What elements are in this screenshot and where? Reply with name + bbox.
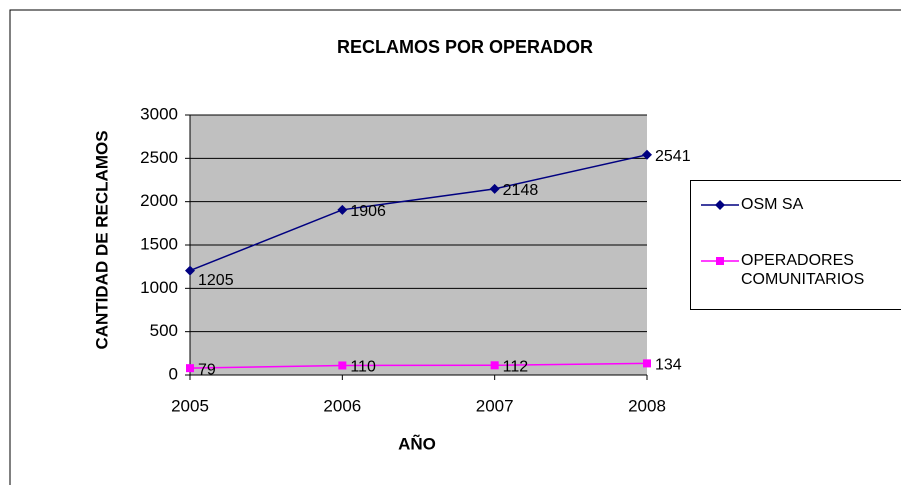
marker <box>490 361 499 370</box>
y-tick-label: 2500 <box>140 148 178 167</box>
data-label: 1906 <box>350 203 386 220</box>
legend-swatch <box>701 200 739 210</box>
marker <box>489 183 500 194</box>
data-label: 134 <box>655 357 682 374</box>
legend-label: OSM SA <box>741 196 804 213</box>
marker <box>643 359 651 368</box>
data-label: 2541 <box>655 148 691 165</box>
data-label: 110 <box>350 359 376 376</box>
y-tick-label: 500 <box>150 321 178 340</box>
x-tick-label: 2008 <box>628 396 666 415</box>
data-label: 1205 <box>198 272 234 289</box>
legend: OSM SA OPERADORES COMUNITARIOS <box>690 180 901 310</box>
data-label: 2148 <box>503 182 539 199</box>
legend-item: OSM SA <box>699 195 901 214</box>
y-axis-label: CANTIDAD DE RECLAMOS <box>92 130 111 349</box>
data-label: 79 <box>198 361 216 378</box>
y-tick-label: 1500 <box>140 234 178 253</box>
marker <box>338 361 347 370</box>
marker <box>715 200 725 210</box>
series-line <box>189 154 648 272</box>
legend-swatch <box>701 257 739 265</box>
marker <box>716 257 724 265</box>
series-line <box>189 362 648 369</box>
x-tick-label: 2007 <box>476 396 514 415</box>
marker <box>337 204 348 215</box>
chart-title: RECLAMOS POR OPERADOR <box>337 37 593 57</box>
x-tick-label: 2005 <box>171 396 209 415</box>
marker <box>186 364 194 373</box>
x-axis-label: AÑO <box>398 433 436 453</box>
y-tick-label: 1000 <box>140 278 178 297</box>
y-tick-label: 2000 <box>140 191 178 210</box>
legend-item: OPERADORES COMUNITARIOS <box>699 251 901 289</box>
legend-label: OPERADORES COMUNITARIOS <box>741 252 865 288</box>
marker <box>642 149 652 160</box>
marker <box>185 265 195 276</box>
y-tick-label: 3000 <box>140 104 178 123</box>
x-tick-label: 2006 <box>323 396 361 415</box>
data-label: 112 <box>503 359 529 376</box>
y-tick-label: 0 <box>169 364 178 383</box>
